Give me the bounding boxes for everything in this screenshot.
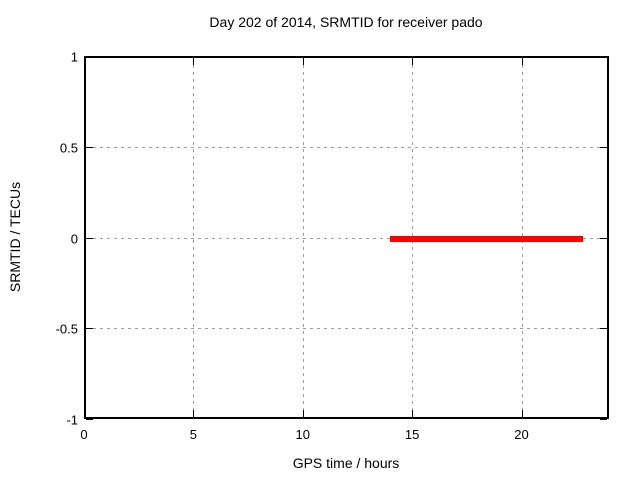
y-tick-mark-left	[86, 328, 93, 330]
gridline-y	[86, 237, 607, 239]
y-tick-mark-left	[86, 237, 93, 239]
x-tick-mark-bottom	[302, 410, 304, 417]
x-tick-label: 0	[80, 427, 88, 442]
x-tick-mark-top	[193, 58, 195, 65]
x-tick-mark-top	[412, 58, 414, 65]
x-tick-label: 20	[514, 427, 529, 442]
plot-area: 0 5 10 15 20 1 0.5 0 -0.5 -1	[56, 50, 609, 442]
data-line-srmtid	[390, 235, 583, 242]
y-tick-mark-right	[600, 328, 607, 330]
y-tick-label: -1	[66, 412, 78, 428]
y-tick-label: 0.5	[59, 140, 78, 156]
x-tick-mark-top	[84, 58, 85, 65]
y-tick-label: 0	[70, 231, 78, 246]
gridline-y	[86, 328, 607, 330]
chart-title: Day 202 of 2014, SRMTID for receiver pad…	[209, 14, 483, 30]
y-tick-mark-left	[86, 146, 93, 148]
y-axis-label: SRMTID / TECUs	[7, 181, 23, 293]
x-tick-mark-top	[302, 58, 304, 65]
y-tick-mark-right	[600, 237, 607, 239]
x-tick-label: 5	[189, 427, 197, 442]
x-tick-mark-bottom	[412, 410, 414, 417]
y-tick-label: -0.5	[55, 321, 78, 337]
x-axis-label: GPS time / hours	[292, 455, 400, 471]
y-tick-mark-left	[86, 56, 93, 57]
x-tick-mark-bottom	[521, 410, 523, 417]
x-tick-mark-top	[521, 58, 523, 65]
y-tick-mark-right	[600, 419, 607, 420]
gridline-y	[86, 146, 607, 148]
x-tick-label: 10	[295, 427, 310, 442]
y-tick-mark-left	[86, 419, 93, 420]
x-tick-mark-bottom	[193, 410, 195, 417]
x-tick-mark-bottom	[84, 410, 85, 417]
y-tick-label: 1	[70, 49, 78, 65]
y-tick-mark-right	[600, 146, 607, 148]
x-tick-label: 15	[404, 427, 420, 442]
y-tick-mark-right	[600, 56, 607, 57]
